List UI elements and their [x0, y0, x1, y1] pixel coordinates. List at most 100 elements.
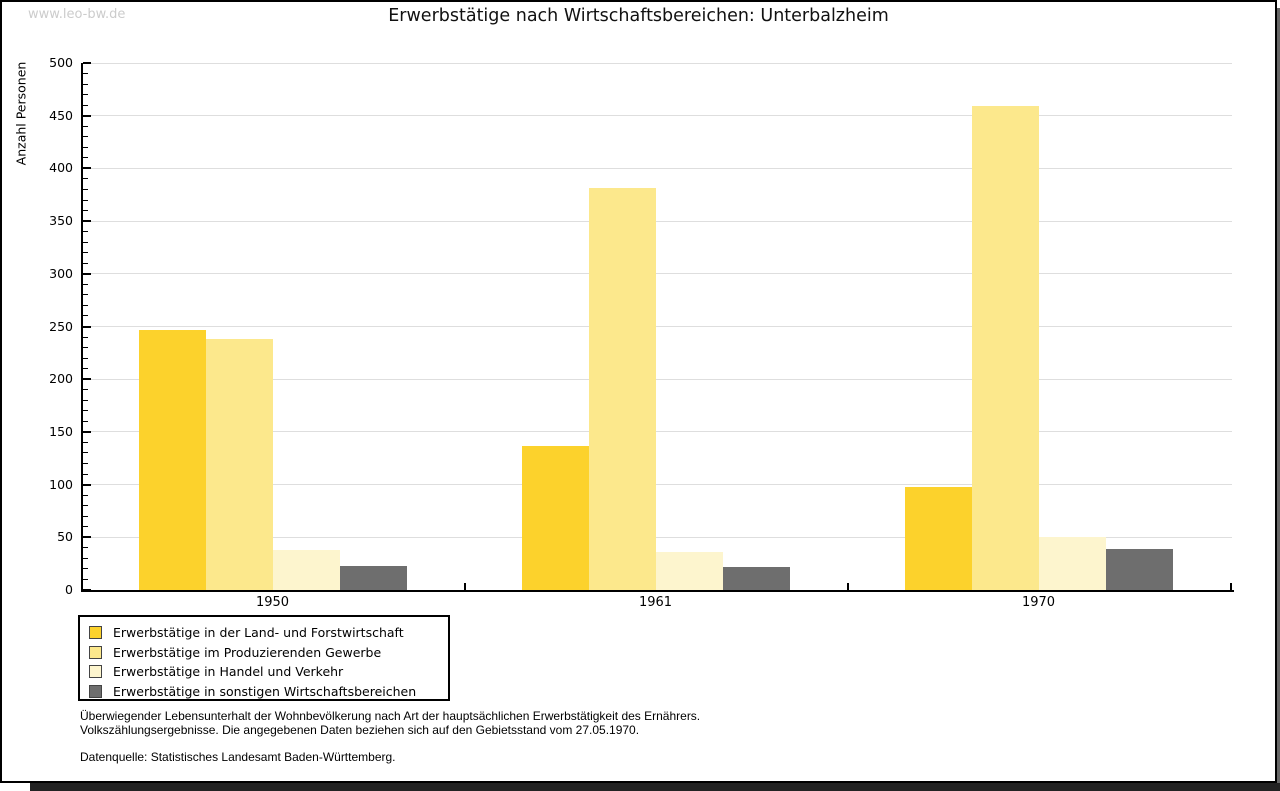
- bar-1970-series1: [904, 486, 972, 590]
- y-minor-tick-170: [83, 410, 88, 412]
- y-minor-tick-20: [83, 568, 88, 570]
- y-tick-label-400: 400: [49, 160, 73, 176]
- y-major-tick-500: [83, 62, 91, 64]
- legend-item-2: Erwerbstätige im Produzierenden Gewerbe: [89, 643, 448, 663]
- y-tick-label-500: 500: [49, 55, 73, 70]
- legend-swatch-icon: [89, 684, 102, 698]
- y-tick-label-350: 350: [49, 213, 73, 229]
- y-minor-tick-40: [83, 547, 88, 549]
- y-major-tick-450: [83, 114, 91, 117]
- y-minor-tick-330: [83, 241, 88, 243]
- bar-1950-series4: [339, 565, 407, 590]
- legend-label: Erwerbstätige in der Land- und Forstwirt…: [113, 625, 404, 641]
- page-shadow-bottom: [30, 783, 1280, 791]
- y-minor-tick-130: [83, 452, 88, 454]
- page-shadow-right: [1277, 8, 1280, 783]
- y-minor-tick-320: [83, 252, 88, 254]
- x-tick-label-1950: 1950: [255, 595, 290, 610]
- y-minor-tick-120: [83, 463, 88, 465]
- y-minor-tick-90: [83, 494, 88, 496]
- gridline-250: [83, 326, 1232, 327]
- legend-box: Erwerbstätige in der Land- und Forstwirt…: [78, 615, 450, 701]
- chart-title: Erwerbstätige nach Wirtschaftsbereichen:…: [388, 6, 889, 26]
- gridline-300: [83, 273, 1232, 275]
- x-axis-line: [81, 590, 1234, 592]
- y-major-tick-400: [83, 167, 91, 170]
- y-tick-label-250: 250: [49, 318, 73, 334]
- y-minor-tick-10: [83, 578, 88, 580]
- gridline-500: [83, 62, 1232, 64]
- y-minor-tick-340: [83, 231, 88, 233]
- y-minor-tick-370: [83, 199, 88, 201]
- data-source: Datenquelle: Statistisches Landesamt Bad…: [80, 750, 396, 764]
- y-tick-label-50: 50: [57, 529, 73, 545]
- gridline-50: [83, 536, 1232, 538]
- y-minor-tick-140: [83, 441, 88, 443]
- bar-1961-series4: [722, 566, 790, 590]
- gridline-200: [83, 378, 1232, 380]
- legend-label: Erwerbstätige im Produzierenden Gewerbe: [113, 644, 382, 660]
- y-major-tick-50: [83, 536, 91, 539]
- y-axis-line: [81, 63, 83, 592]
- x-tick-label-1970: 1970: [1021, 595, 1056, 610]
- y-minor-tick-380: [83, 188, 88, 190]
- legend-swatch-icon: [89, 665, 102, 679]
- x-boundary-tick-1: [464, 583, 466, 590]
- bar-1950-series1: [138, 329, 206, 590]
- y-minor-tick-80: [83, 505, 88, 507]
- y-tick-label-100: 100: [49, 476, 73, 492]
- y-minor-tick-280: [83, 294, 88, 296]
- y-minor-tick-180: [83, 399, 88, 401]
- gridline-150: [83, 431, 1232, 433]
- y-minor-tick-480: [83, 83, 88, 85]
- y-minor-tick-390: [83, 178, 88, 180]
- y-major-tick-150: [83, 430, 91, 433]
- gridline-100: [83, 484, 1232, 486]
- bar-1950-series3: [272, 549, 340, 590]
- x-boundary-tick-3: [1230, 583, 1232, 590]
- y-minor-tick-410: [83, 157, 88, 159]
- gridline-400: [83, 167, 1232, 169]
- y-tick-label-300: 300: [49, 265, 73, 281]
- y-minor-tick-270: [83, 304, 88, 306]
- y-tick-label-200: 200: [49, 371, 73, 387]
- y-minor-tick-460: [83, 104, 88, 106]
- legend-label: Erwerbstätige in Handel und Verkehr: [113, 664, 344, 680]
- bar-1950-series2: [205, 339, 273, 590]
- y-minor-tick-420: [83, 146, 88, 148]
- gridline-450: [83, 115, 1232, 117]
- footnote-line-1: Überwiegender Lebensunterhalt der Wohnbe…: [80, 709, 701, 723]
- y-minor-tick-310: [83, 262, 88, 264]
- bar-1970-series3: [1038, 537, 1106, 590]
- y-minor-tick-210: [83, 368, 88, 370]
- y-tick-label-450: 450: [49, 107, 73, 123]
- y-minor-tick-190: [83, 389, 88, 391]
- plot-area: 1950 1961 1970 0 50 100 150 200 250 300 350 400 450 5…: [2, 2, 1275, 781]
- y-major-tick-200: [83, 378, 91, 381]
- y-tick-label-0: 0: [65, 582, 73, 597]
- footnotes: Überwiegender Lebensunterhalt der Wohnbe…: [80, 709, 701, 737]
- bar-1961-series1: [521, 445, 589, 590]
- y-major-tick-250: [83, 325, 91, 328]
- y-minor-tick-290: [83, 283, 88, 285]
- legend-label: Erwerbstätige in sonstigen Wirtschaftsbe…: [113, 683, 417, 699]
- legend-swatch-icon: [89, 626, 102, 640]
- gridline-350: [83, 220, 1232, 222]
- x-boundary-tick-2: [847, 583, 849, 590]
- y-minor-tick-440: [83, 125, 88, 127]
- y-minor-tick-60: [83, 526, 88, 528]
- y-minor-tick-260: [83, 315, 88, 317]
- bar-1970-series2: [971, 106, 1039, 590]
- y-minor-tick-430: [83, 136, 88, 138]
- legend-item-1: Erwerbstätige in der Land- und Forstwirt…: [89, 623, 448, 643]
- watermark: www.leo-bw.de: [28, 7, 126, 22]
- y-minor-tick-160: [83, 420, 88, 422]
- legend-swatch-icon: [89, 645, 102, 659]
- y-major-tick-100: [83, 483, 91, 486]
- y-minor-tick-220: [83, 357, 88, 359]
- bar-1970-series4: [1105, 548, 1173, 590]
- y-minor-tick-230: [83, 347, 88, 349]
- y-minor-tick-30: [83, 557, 88, 559]
- y-major-tick-300: [83, 272, 91, 275]
- y-minor-tick-70: [83, 515, 88, 517]
